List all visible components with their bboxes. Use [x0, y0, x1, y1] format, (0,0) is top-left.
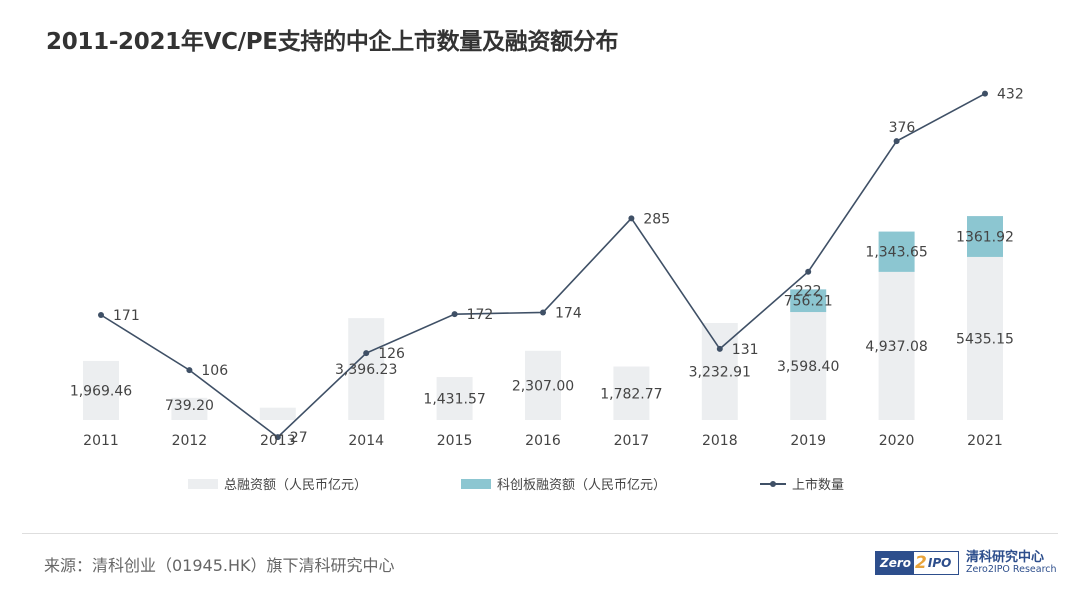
legend-item-ipo-count: 上市数量 [760, 474, 844, 493]
label-ipo-count-2016: 174 [555, 305, 582, 321]
legend-swatch-star [461, 478, 491, 489]
label-star-2021: 1361.92 [956, 230, 1014, 246]
x-tick-2016: 2016 [525, 433, 561, 449]
bar-total-2021 [967, 256, 1003, 420]
label-ipo-count-2015: 172 [467, 307, 494, 323]
x-tick-2020: 2020 [879, 433, 915, 449]
label-total-2011: 1,969.46 [70, 383, 132, 399]
x-tick-2011: 2011 [83, 433, 119, 449]
point-ipo-count-2015 [451, 311, 458, 318]
point-ipo-count-2016 [540, 309, 546, 316]
bar-star-2019 [790, 289, 827, 313]
point-ipo-count-2020 [893, 138, 900, 145]
logo-text-zero: Zero [876, 552, 915, 574]
footer-divider [22, 533, 1058, 534]
label-ipo-count-2020: 376 [889, 120, 916, 136]
bar-star-2020 [878, 231, 915, 272]
label-ipo-count-2012: 106 [201, 363, 228, 379]
legend-item-star-market: 科创板融资额（人民币亿元） [461, 474, 666, 493]
label-total-2015: 1,431.57 [423, 392, 485, 408]
x-tick-2021: 2021 [967, 433, 1003, 449]
bar-total-2011 [83, 360, 119, 420]
label-ipo-count-2019: 222 [795, 284, 822, 300]
bar-total-2017 [613, 366, 650, 420]
bar-total-2015 [436, 377, 473, 420]
point-ipo-count-2013 [274, 434, 281, 441]
label-ipo-count-2018: 131 [732, 342, 759, 358]
zero2ipo-logo: Zero 2 IPO [875, 551, 959, 575]
x-tick-2014: 2014 [348, 433, 384, 449]
label-star-2020: 1,343.65 [865, 245, 927, 261]
bar-total-2019 [790, 312, 827, 420]
legend-item-total-financing: 总融资额（人民币亿元） [188, 474, 367, 493]
point-ipo-count-2012 [186, 367, 193, 374]
label-ipo-count-2017: 285 [643, 211, 670, 227]
label-ipo-count-2011: 171 [113, 308, 140, 324]
x-tick-2015: 2015 [437, 433, 473, 449]
label-ipo-count-2021: 432 [997, 87, 1024, 103]
label-star-2019: 756.21 [784, 294, 833, 310]
legend-label-star: 科创板融资额（人民币亿元） [497, 478, 667, 493]
source-note: 来源：清科创业（01945.HK）旗下清科研究中心 [44, 556, 395, 575]
x-tick-2019: 2019 [790, 433, 826, 449]
point-ipo-count-2014 [363, 350, 370, 357]
bar-total-2020 [878, 271, 915, 420]
x-tick-2012: 2012 [172, 433, 208, 449]
label-total-2014: 3,396.23 [335, 362, 397, 378]
legend-swatch-line [760, 478, 786, 490]
label-total-2016: 2,307.00 [512, 378, 574, 394]
label-total-2012: 739.20 [165, 398, 214, 414]
chart-title: 2011-2021年VC/PE支持的中企上市数量及融资额分布 [46, 29, 619, 55]
bar-total-2014 [348, 318, 385, 420]
x-tick-2018: 2018 [702, 433, 738, 449]
brand-name-cn: 清科研究中心 [966, 550, 1045, 565]
point-ipo-count-2018 [716, 345, 723, 352]
point-ipo-count-2017 [628, 215, 635, 222]
label-total-2017: 1,782.77 [600, 386, 662, 402]
label-ipo-count-2013: 27 [290, 430, 308, 446]
bar-star-2021 [967, 216, 1003, 257]
label-total-2021: 5435.15 [956, 331, 1014, 347]
label-total-2019: 3,598.40 [777, 359, 839, 375]
label-ipo-count-2014: 126 [378, 346, 405, 362]
legend-label-ipo-count: 上市数量 [792, 478, 845, 493]
bar-total-2012 [171, 397, 208, 420]
point-ipo-count-2019 [805, 268, 812, 275]
label-total-2020: 4,937.08 [865, 339, 927, 355]
brand-name-en: Zero2IPO Research [966, 564, 1057, 575]
legend-swatch-total [188, 478, 218, 489]
bar-total-2016 [525, 350, 561, 420]
point-ipo-count-2021 [982, 90, 988, 97]
point-ipo-count-2011 [98, 311, 104, 318]
label-total-2018: 3,232.91 [689, 365, 751, 381]
bar-total-2013 [259, 407, 296, 420]
legend-label-total: 总融资额（人民币亿元） [224, 478, 368, 493]
x-tick-2013: 2013 [260, 433, 296, 449]
logo-text-two: 2 [915, 553, 927, 573]
logo-text-ipo: IPO [927, 556, 952, 570]
x-tick-2017: 2017 [614, 433, 650, 449]
chart: 1,969.46 739.20 3,396.23 1,431.57 2,307.00 1,… [70, 87, 1024, 449]
